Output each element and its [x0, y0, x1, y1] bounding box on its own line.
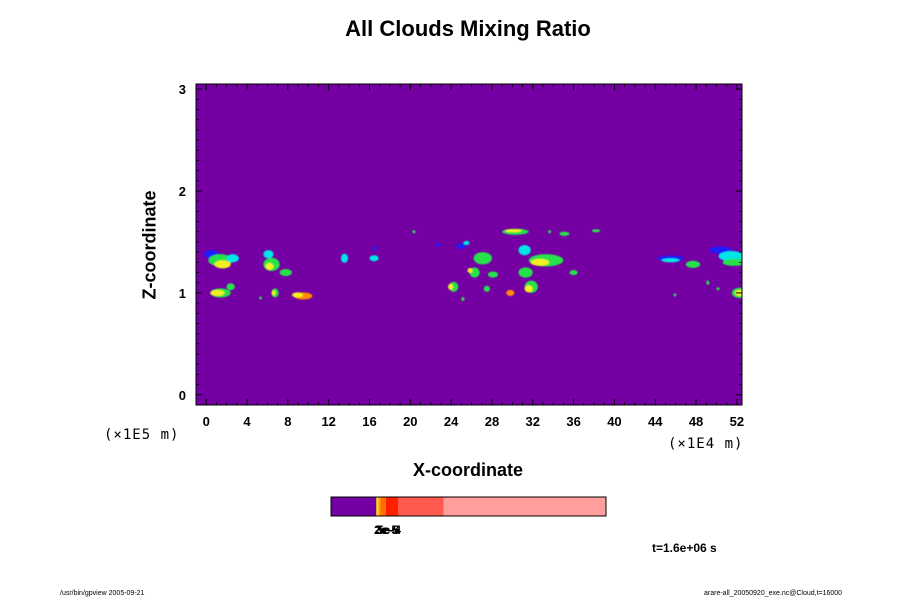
- cloud-blob: [530, 258, 550, 266]
- x-axis-ticks: 0 4 8 12 16 20 24 28 32 36 40 44 48 52: [195, 84, 744, 429]
- cloud-blob: [340, 253, 349, 263]
- x-tick-label: 36: [566, 414, 580, 429]
- cloud-blob: [291, 292, 304, 298]
- x-tick-label: 4: [243, 414, 251, 429]
- cloud-blob: [210, 289, 225, 296]
- x-tick-label: 32: [526, 414, 540, 429]
- y-axis-ticks: 0 1 2 3: [179, 82, 742, 406]
- cloud-blob: [435, 243, 441, 247]
- cloud-blob: [505, 229, 522, 233]
- cloud-field: [204, 228, 742, 302]
- colorbar-tick-label: 2e-5: [374, 523, 398, 537]
- cloud-blob: [718, 251, 742, 262]
- cloud-blob: [716, 287, 720, 291]
- x-axis-title: X-coordinate: [412, 460, 523, 480]
- cloud-blob: [226, 254, 239, 263]
- x-tick-label: 48: [689, 414, 703, 429]
- cloud-blob: [569, 269, 578, 276]
- cloud-blob: [706, 280, 710, 285]
- cloud-blob: [265, 262, 274, 270]
- y-tick-label: 3: [179, 82, 186, 97]
- y-scale-label: (×1E5 m): [104, 427, 180, 443]
- x-tick-label: 24: [444, 414, 459, 429]
- x-tick-label: 40: [607, 414, 621, 429]
- footer-left: /usr/bin/gpview 2005-09-21: [60, 590, 145, 597]
- colorbar-tick-label: 3e-5: [375, 523, 399, 537]
- cloud-blob: [259, 296, 262, 300]
- cloud-blob: [685, 260, 701, 268]
- cloud-blob: [483, 285, 490, 292]
- cloud-blob: [463, 240, 470, 246]
- cloud-blob: [524, 285, 533, 293]
- cloud-blob: [461, 296, 465, 302]
- cloud-blob: [467, 267, 473, 274]
- colorbar: 2e-53e-55e-4: [330, 496, 607, 537]
- x-tick-label: 44: [648, 414, 663, 429]
- cloud-blob: [548, 230, 552, 234]
- cloud-blob: [722, 258, 742, 266]
- cloud-blob: [456, 243, 466, 249]
- x-tick-label: 8: [284, 414, 291, 429]
- colorbar-tick-label: 5e-4: [377, 523, 401, 537]
- cloud-blob: [263, 250, 274, 259]
- x-tick-label: 16: [362, 414, 376, 429]
- y-tick-label: 0: [179, 388, 186, 403]
- colorbar-segment: [380, 497, 386, 516]
- footer-right: arare-all_20050920_exe.nc@Cloud,t=16000: [704, 590, 843, 597]
- cloud-blob: [369, 255, 379, 262]
- x-tick-label: 12: [321, 414, 335, 429]
- colorbar-segment: [443, 497, 606, 516]
- cloud-blob: [591, 229, 601, 233]
- colorbar-segment: [386, 497, 399, 516]
- chart-title: All Clouds Mixing Ratio: [345, 16, 591, 41]
- cloud-blob: [214, 260, 231, 269]
- cloud-blob: [487, 271, 499, 278]
- colorbar-segment: [398, 497, 444, 516]
- x-tick-label: 52: [730, 414, 744, 429]
- cloud-blob: [271, 290, 276, 296]
- x-tick-label: 28: [485, 414, 499, 429]
- colorbar-segment: [376, 497, 379, 516]
- cloud-blob: [412, 230, 416, 234]
- cloud-blob: [518, 267, 533, 278]
- y-tick-label: 2: [179, 184, 186, 199]
- cloud-blob: [559, 231, 570, 236]
- plot-frame: [195, 83, 743, 406]
- cloud-blob: [279, 268, 292, 277]
- x-scale-label: (×1E4 m): [668, 436, 744, 452]
- colorbar-segment: [331, 497, 377, 516]
- cloud-blob: [473, 252, 492, 265]
- cloud-blob: [448, 283, 454, 290]
- cloud-blob: [226, 283, 235, 291]
- time-label: t=1.6e+06 s: [652, 541, 717, 555]
- x-tick-label: 20: [403, 414, 417, 429]
- colorbar-frame: [330, 496, 607, 517]
- y-axis-title: Z-coordinate: [139, 190, 160, 300]
- cloud-blob: [372, 246, 377, 251]
- x-tick-label: 0: [203, 414, 210, 429]
- cloud-blob: [518, 245, 531, 256]
- cloud-blob: [673, 293, 677, 297]
- cloud-blob: [506, 289, 515, 296]
- y-tick-label: 1: [179, 286, 186, 301]
- plot-background: [196, 84, 742, 405]
- cloud-blob: [661, 258, 680, 263]
- colorbar-segment: [378, 497, 381, 516]
